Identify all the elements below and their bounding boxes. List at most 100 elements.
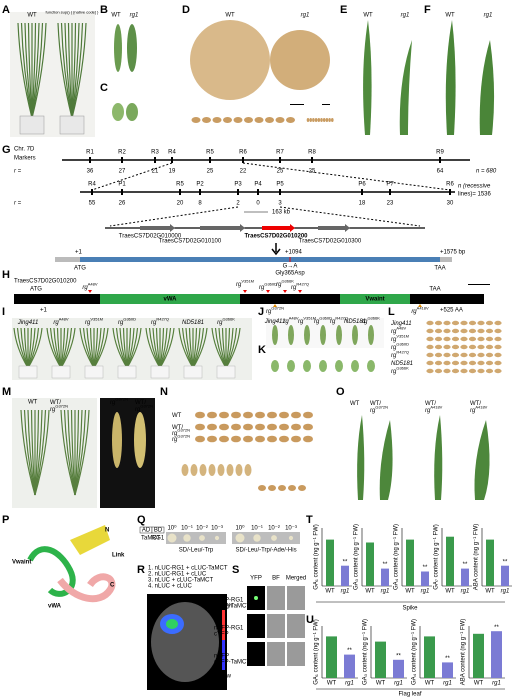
marker <box>171 157 173 163</box>
label: Vwaint <box>365 297 384 303</box>
significance: ** <box>423 565 428 571</box>
grain <box>279 435 289 443</box>
spike <box>114 24 122 72</box>
label-base: rg <box>391 337 397 343</box>
gene-arrow <box>318 224 350 232</box>
marker <box>154 157 156 163</box>
grain <box>267 423 277 431</box>
y-axis-label: GA₃ content (ng g⁻¹ FW) <box>354 524 360 590</box>
grain <box>485 368 494 374</box>
label-sup: G372N <box>55 404 68 409</box>
x-tick-label: WT <box>325 589 335 595</box>
grain <box>477 320 485 326</box>
line <box>279 206 421 227</box>
label-base: rg <box>314 319 320 325</box>
grain <box>207 423 217 431</box>
label-base: rg <box>362 319 368 325</box>
grain <box>494 360 502 366</box>
label: 1. nLUC-RG1 + cLUC-TaMCT <box>148 566 228 572</box>
label-base: rg <box>370 408 376 414</box>
label-base: rg <box>330 319 336 325</box>
bar <box>461 568 469 586</box>
label: 5' UTR <box>18 297 37 303</box>
grain <box>255 411 265 419</box>
grain <box>219 411 229 419</box>
label: TaMCT <box>141 536 161 542</box>
grain <box>291 411 301 419</box>
genotype-label: rgG372N <box>172 428 190 437</box>
label: WT <box>225 13 235 19</box>
grain <box>468 320 477 326</box>
panel-label: R <box>137 564 145 576</box>
line <box>109 206 239 227</box>
genotype-label: WT <box>350 401 360 407</box>
label-base: rg <box>266 309 272 315</box>
plant-stem <box>71 22 87 119</box>
panel-label: E <box>340 4 347 16</box>
label: rg1 <box>130 13 139 19</box>
spike <box>127 24 137 72</box>
label: +525 AA <box>440 308 463 314</box>
gene-name: TraesCS7D02G010000 <box>119 234 182 240</box>
label-sup: A48V <box>88 282 98 287</box>
label-base: rg <box>151 320 157 326</box>
label-base: rg <box>283 319 289 325</box>
label: R3 <box>151 150 159 156</box>
line <box>242 162 451 191</box>
label-sup: G372N <box>271 306 284 311</box>
label-base: ND5181 <box>344 319 366 325</box>
label: R8 <box>308 150 316 156</box>
marker <box>361 189 363 195</box>
panel-label: B <box>100 4 108 16</box>
label-sup: G372N <box>375 405 388 410</box>
chart-title: Flag leaf <box>398 692 421 698</box>
genotype-label: rgG366K <box>362 316 380 325</box>
significance: ** <box>445 656 450 662</box>
label-sup: G360D <box>319 316 332 321</box>
label-sup: R427Q <box>296 282 309 287</box>
grain <box>426 360 434 366</box>
plant-stem <box>60 327 76 369</box>
label: nYFP <box>214 654 229 660</box>
pot <box>216 365 236 379</box>
label: cYFP-TaMCT <box>214 604 250 610</box>
floret <box>319 360 327 372</box>
leaf-disc <box>151 602 219 682</box>
label: P5 <box>276 182 284 188</box>
grain <box>312 118 315 122</box>
genotype-label: Jing411 <box>264 319 286 325</box>
protein-bar <box>14 294 484 304</box>
grain <box>460 336 468 342</box>
label: 20 <box>177 201 184 207</box>
label: R5 <box>176 182 184 188</box>
plant-stem <box>93 327 109 369</box>
photo-bg <box>100 398 155 508</box>
bar <box>491 631 502 678</box>
label: 10⁰ <box>235 525 245 532</box>
label: C <box>110 583 115 589</box>
genotype-label: ND5181 <box>391 361 413 367</box>
grain <box>460 320 468 326</box>
label-base: WT/ <box>172 425 183 431</box>
y-axis-label: GA₄ content (ng g⁻¹ FW) <box>412 619 418 685</box>
grain <box>426 368 434 374</box>
grain <box>254 117 264 123</box>
leaf <box>479 40 495 135</box>
grain <box>191 117 201 123</box>
genotype-label: WT <box>172 413 182 419</box>
grain <box>468 344 477 350</box>
gene-bar-utr <box>55 257 80 262</box>
label: G→A <box>283 264 298 270</box>
gene-arrow <box>200 224 245 232</box>
grain <box>243 423 253 431</box>
x-tick-label: rg1 <box>501 589 510 595</box>
label-base: rg <box>276 282 282 288</box>
significance: ** <box>396 653 401 659</box>
label-sup: A48V <box>396 326 406 331</box>
label: 2. nLUC-RG1 + cLUC <box>148 572 207 578</box>
gene-name: TraesCS7D02G010300 <box>299 239 362 245</box>
genotype-label: rgG366K <box>276 279 294 288</box>
panel-label: D <box>182 4 190 16</box>
grain <box>477 328 485 334</box>
grain <box>494 336 502 342</box>
